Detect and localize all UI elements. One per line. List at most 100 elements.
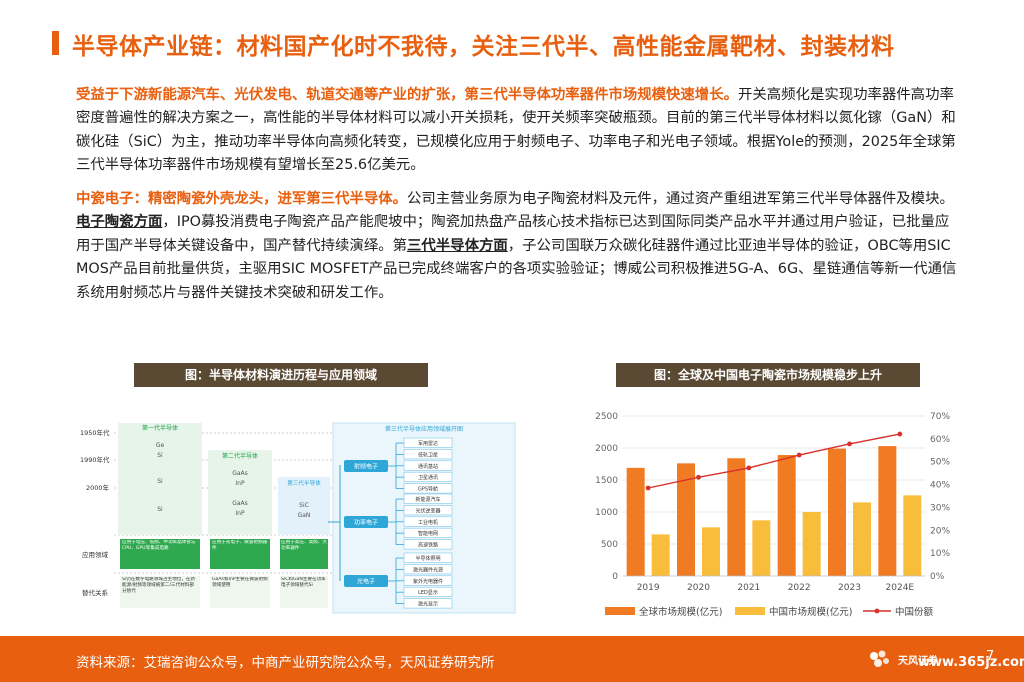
chart-grid [623, 415, 925, 545]
row-label: 替代关系 [82, 588, 109, 597]
legend-label: 全球市场规模(亿元) [639, 606, 722, 618]
gen1-material: Ge [156, 442, 165, 449]
application-item-box [403, 460, 453, 471]
share-point [796, 452, 802, 458]
bar-global-market [878, 446, 897, 576]
bar-global-market [626, 467, 645, 576]
gen3-material: GaN [298, 512, 311, 519]
footer-band [0, 636, 1024, 682]
chart-legend: 全球市场规模(亿元) 中国市场规模(亿元) 中国份额 [605, 606, 934, 618]
page-number: 7 [986, 649, 995, 664]
application-item: 卫星通讯 [418, 474, 438, 481]
application-item-box [403, 527, 453, 538]
application-item-box [403, 493, 453, 504]
y-tick-left: 2000 [595, 444, 618, 454]
bar-global-market [727, 458, 746, 576]
application-item-box [403, 539, 453, 550]
source-note: 资料来源：艾瑞咨询公众号，中商产业研究院公众号，天风证券研究所 [76, 655, 495, 671]
bar-global-market [677, 463, 695, 576]
paragraph-body: ，子公司国联万众碳化硅器件通过比亚迪半导体的验证，OBC等用SIC MOS产品目… [76, 237, 957, 301]
bar-china-market [802, 512, 821, 576]
application-item-box [403, 564, 453, 575]
figure-title-right: 图：全球及中国电子陶瓷市场规模稳步上升 [616, 363, 920, 387]
x-tick-label: 2022 [788, 583, 811, 593]
application-item: 激光显示 [418, 601, 438, 608]
era-label: 2000年 [86, 483, 110, 492]
gen3-material: SiC [299, 502, 309, 509]
paragraph-market-growth: 受益于下游新能源汽车、光伏发电、轨道交通等产业的扩张，第三代半导体功率器件市场规… [76, 84, 960, 178]
category-label: 光电子 [357, 578, 375, 586]
gen2-relation: GaAs和InP主要在微波射频领域使用 [212, 577, 268, 588]
y-tick-right: 20% [930, 526, 950, 536]
share-point [696, 474, 701, 480]
application-item: 半导体照明 [415, 555, 440, 562]
era-label: 1990年代 [80, 455, 110, 464]
application-item-box [403, 586, 453, 597]
legend-swatch-global [605, 607, 635, 615]
gen1-application: 应用于电压、低频、中功率晶体管与CPU、GPU等集成电路 [122, 540, 196, 551]
paragraph-lead: 受益于下游新能源汽车、光伏发电、轨道交通等产业的扩张，第三代半导体功率器件市场规… [76, 87, 738, 103]
application-item: 光伏逆变器 [415, 507, 440, 514]
paragraph-body: ，IPO募投消费电子陶瓷产品产能爬坡中；陶瓷加热盘产品核心技术指标已达到国际同类… [76, 214, 950, 254]
application-item-box [403, 483, 453, 494]
application-item: 通讯基站 [418, 463, 438, 470]
title-accent-bar [52, 31, 59, 55]
category-opto: 光电子 [344, 575, 388, 587]
x-tick-label: 2020 [687, 583, 710, 593]
y-tick-left: 2500 [595, 412, 618, 422]
application-item-box [403, 552, 453, 563]
bar-china-market [903, 495, 922, 576]
legend-label: 中国份额 [895, 606, 934, 618]
y-tick-left: 500 [601, 540, 618, 550]
watermark: www.365jz.com [918, 655, 1024, 670]
category-power: 功率电子 [344, 516, 388, 528]
application-item-box [403, 575, 453, 586]
application-item: 工业电机 [418, 519, 438, 526]
application-item: LED显示 [418, 590, 438, 596]
application-item-box [403, 449, 453, 460]
y-tick-left: 1000 [595, 508, 618, 518]
x-tick-label: 2024E [886, 583, 915, 593]
application-item: 激光器件光源 [413, 566, 443, 573]
figure-title-left: 图：半导体材料演进历程与应用领域 [134, 363, 428, 387]
y-tick-right: 30% [930, 503, 950, 513]
application-item: 智能电网 [418, 530, 438, 537]
y-tick-right: 0% [930, 572, 945, 582]
bar-global-market [777, 455, 796, 576]
bar-china-market [651, 534, 670, 576]
share-point [897, 431, 903, 437]
logo-text: 天风证券 [898, 656, 938, 667]
y-tick-right: 50% [930, 458, 950, 468]
apps-title: 第三代半导体应用领域展开图 [385, 425, 463, 433]
era-label: 1950年代 [80, 428, 110, 437]
application-item-box [403, 598, 453, 609]
y-tick-left: 0 [612, 572, 618, 582]
category-rf: 射频电子 [344, 460, 388, 472]
gen3-application: 应用于高压、高频、大功率器件 [281, 540, 327, 551]
y-tick-right: 40% [930, 481, 950, 491]
semiconductor-evolution-diagram: 1950年代 1990年代 2000年 应用领域 替代关系 第一代半导体 Ge … [80, 422, 516, 614]
share-point [847, 441, 852, 447]
paragraph-lead: 中瓷电子：精密陶瓷外壳龙头，进军第三代半导体。 [76, 191, 407, 207]
share-point [746, 465, 752, 471]
bar-china-market [853, 502, 871, 576]
gen2-application: 应用于光电子、微波射频器件 [212, 540, 268, 551]
gen2-material: GaAs [232, 470, 248, 477]
application-item-box [403, 516, 453, 527]
chart-bars [626, 446, 922, 576]
x-tick-label: 2019 [637, 583, 660, 593]
gen1-material: Si [157, 478, 163, 485]
gen1-relation: Si仍在数字电路领域占主地位，在新能源/射频等领域被第二/三代材料部分替代 [122, 577, 196, 594]
share-line-path [648, 433, 900, 489]
y-tick-right: 10% [930, 549, 950, 559]
page-title: 半导体产业链：材料国产化时不我待，关注三代半、高性能金属靶材、封装材料 [72, 34, 895, 60]
gen2-material: InP [235, 480, 245, 487]
gen1-material: Si [157, 452, 163, 459]
application-item: 紫外光电器件 [413, 578, 443, 585]
underlined-heading: 三代半导体方面 [407, 237, 508, 254]
gen1-title: 第一代半导体 [142, 424, 178, 432]
gen3-title: 第三代半导体 [287, 479, 321, 487]
bar-global-market [828, 448, 846, 576]
bar-china-market [702, 527, 720, 576]
